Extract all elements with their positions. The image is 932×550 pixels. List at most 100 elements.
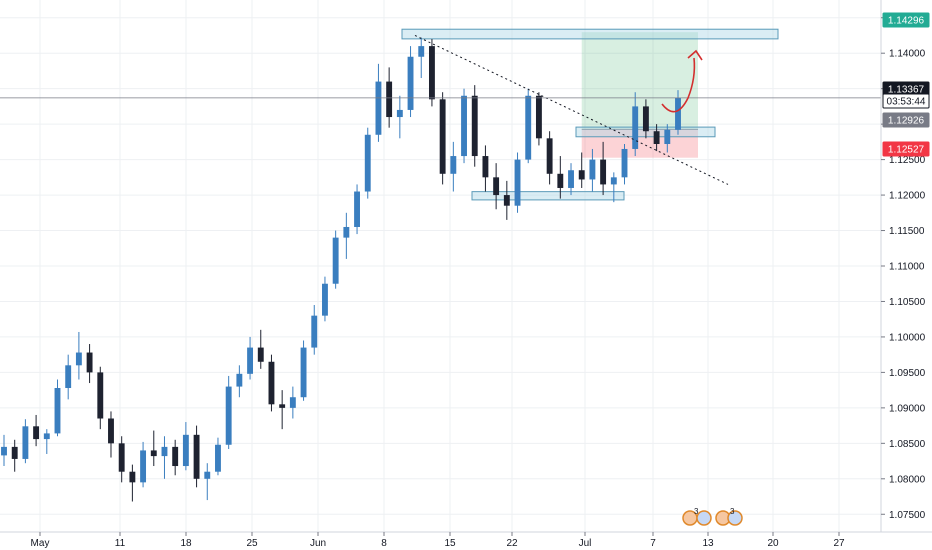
- support-zone: [471, 191, 625, 201]
- candle-body: [108, 418, 114, 444]
- time-tick-label: 27: [833, 538, 845, 549]
- price-tag-label: 1.12527: [888, 145, 925, 156]
- candle-body: [557, 173, 564, 188]
- time-tick-label: 15: [444, 538, 456, 549]
- candle-body: [675, 97, 681, 130]
- price-tick-label: 1.10000: [889, 332, 926, 343]
- candle-body: [161, 446, 168, 457]
- candle-body: [428, 46, 435, 100]
- resistance-zone: [401, 28, 779, 40]
- candle-body: [471, 95, 478, 157]
- candle-body: [43, 433, 50, 440]
- event-flag-icon[interactable]: [727, 510, 743, 526]
- candle-body: [589, 159, 596, 180]
- candle-body: [150, 450, 157, 457]
- arrow-head-icon: [687, 49, 703, 61]
- candle-body: [439, 99, 446, 174]
- candle-body: [642, 106, 649, 132]
- stop-loss-zone: [581, 129, 698, 158]
- candle-body: [354, 191, 360, 227]
- projection-arrow: [661, 57, 696, 113]
- time-tick-label: 8: [381, 538, 387, 549]
- candle-body: [322, 283, 328, 316]
- candle-body: [311, 315, 318, 348]
- candle-body: [33, 426, 40, 440]
- candle-body: [129, 471, 136, 483]
- time-axis[interactable]: May 11 18 25 Jun 8 15 22 Jul 7 13 20 27: [31, 532, 845, 549]
- price-tick-label: 1.11000: [889, 262, 925, 273]
- candle-body: [54, 388, 61, 434]
- price-tick-label: 1.07500: [889, 510, 926, 521]
- candle-body: [11, 446, 18, 459]
- price-tick-label: 1.14000: [889, 49, 926, 60]
- candle-body: [75, 352, 82, 366]
- time-tick-label: 7: [650, 538, 656, 549]
- price-tag: 1.14296: [882, 12, 930, 28]
- grid-lines: [0, 0, 881, 532]
- candle-body: [568, 170, 574, 188]
- candle-body: [493, 177, 500, 196]
- event-flag-icon[interactable]: [696, 510, 712, 526]
- candle-body: [225, 386, 232, 445]
- candle-body: [204, 471, 211, 479]
- candle-body: [332, 237, 339, 284]
- price-tag-bg: [882, 93, 930, 109]
- price-tick-label: 1.12000: [889, 191, 926, 202]
- price-tag-label: 1.14296: [888, 16, 925, 27]
- economic-events[interactable]: 3 3: [682, 507, 743, 526]
- candle-body: [343, 226, 350, 238]
- candlestick-series: [1, 37, 681, 502]
- candle-body: [525, 95, 532, 160]
- price-tag-bg: [882, 112, 930, 128]
- candle-body: [364, 134, 371, 192]
- candle-body: [621, 148, 628, 178]
- candle-body: [664, 129, 671, 144]
- candle-body: [375, 81, 382, 135]
- candle-body: [289, 397, 296, 408]
- candle-body: [247, 347, 254, 374]
- candle-body: [193, 434, 200, 479]
- candle-body: [1, 446, 7, 456]
- candle-body: [386, 81, 393, 118]
- price-tag-bg: [882, 12, 930, 28]
- candle-body: [632, 106, 639, 149]
- price-tag: 1.12527: [882, 141, 930, 157]
- price-tag: 1.12926: [882, 112, 930, 128]
- candle-body: [653, 131, 660, 144]
- price-tag: 03:53:44: [882, 93, 930, 109]
- candle-body: [407, 56, 414, 110]
- event-count-badge: 3: [694, 507, 699, 516]
- candle-body: [182, 434, 189, 467]
- candle-body: [172, 446, 179, 467]
- candle-body: [279, 404, 286, 408]
- candle-body: [65, 365, 72, 389]
- time-tick-label: May: [31, 538, 50, 549]
- time-tick-label: 11: [115, 538, 126, 549]
- candle-body: [86, 352, 93, 373]
- candle-body: [396, 109, 403, 118]
- time-tick-label: Jul: [579, 538, 592, 549]
- candle-body: [268, 361, 275, 405]
- candle-body: [418, 46, 425, 57]
- price-tick-label: 1.12500: [889, 155, 926, 166]
- candle-body: [514, 159, 521, 206]
- event-count-badge: 3: [730, 507, 735, 516]
- time-tick-label: Jun: [310, 538, 326, 549]
- candle-body: [450, 156, 457, 174]
- price-tag-label: 03:53:44: [887, 97, 926, 108]
- candle-body: [503, 195, 510, 206]
- candle-body: [215, 444, 221, 472]
- price-tick-label: 1.11500: [889, 226, 925, 237]
- candle-body: [535, 95, 542, 139]
- price-tick-label: 1.09000: [889, 403, 926, 414]
- price-tag-bg: [882, 141, 930, 157]
- candle-body: [578, 170, 585, 180]
- candle-body: [97, 372, 104, 419]
- price-tick-label: 1.08000: [889, 474, 926, 485]
- candle-body: [546, 138, 553, 174]
- price-tag-label: 1.13367: [888, 85, 925, 96]
- candle-body: [236, 373, 243, 387]
